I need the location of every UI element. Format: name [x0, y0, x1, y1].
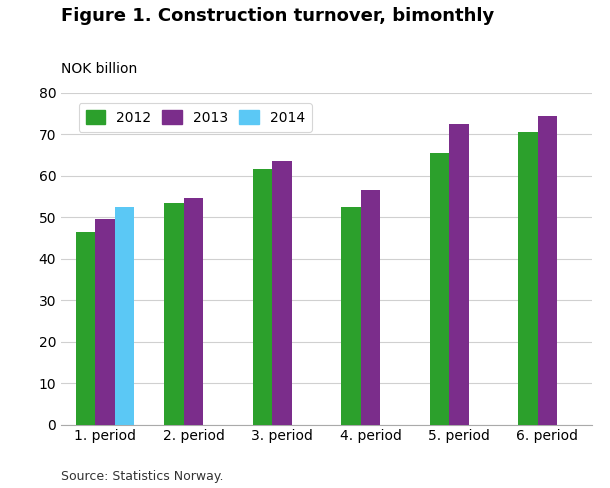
Bar — [450, 124, 468, 425]
Bar — [342, 207, 361, 425]
Bar — [273, 161, 292, 425]
Bar — [165, 203, 184, 425]
Bar — [115, 207, 134, 425]
Bar — [518, 132, 538, 425]
Legend: 2012, 2013, 2014: 2012, 2013, 2014 — [79, 103, 312, 132]
Text: Source: Statistics Norway.: Source: Statistics Norway. — [61, 470, 223, 483]
Bar — [96, 219, 115, 425]
Bar — [253, 169, 273, 425]
Bar — [538, 116, 557, 425]
Bar — [361, 190, 380, 425]
Bar — [430, 153, 450, 425]
Bar — [184, 199, 203, 425]
Text: Figure 1. Construction turnover, bimonthly: Figure 1. Construction turnover, bimonth… — [61, 7, 494, 25]
Text: NOK billion: NOK billion — [61, 61, 137, 76]
Bar — [76, 232, 96, 425]
